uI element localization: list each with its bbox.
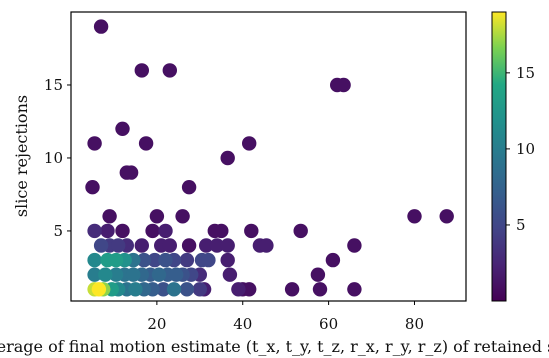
data-point [347, 282, 362, 297]
data-point [162, 238, 177, 253]
data-point [158, 252, 173, 268]
data-point [201, 252, 216, 268]
data-point [242, 136, 257, 151]
data-point [179, 282, 195, 297]
data-point [312, 282, 328, 297]
data-point [100, 223, 115, 239]
data-point [93, 238, 109, 253]
y-axis-ticks: 5 10 15 [44, 76, 71, 240]
data-point [199, 238, 214, 253]
plot-frame [70, 11, 467, 302]
data-point [87, 252, 102, 268]
data-point [85, 180, 100, 195]
data-point [259, 238, 274, 253]
y-tick-label: 5 [53, 222, 63, 240]
data-point [93, 19, 109, 34]
data-point [145, 223, 160, 239]
data-point [136, 252, 152, 268]
data-point [242, 282, 257, 297]
data-point [284, 282, 300, 297]
data-point [134, 63, 149, 78]
data-point [175, 209, 190, 224]
data-point [108, 252, 124, 268]
data-point [244, 223, 259, 239]
data-point [98, 267, 113, 282]
data-point [128, 282, 143, 297]
data-points [85, 19, 454, 297]
data-point [115, 121, 130, 136]
data-point [87, 267, 102, 282]
data-point [169, 267, 184, 282]
data-point [209, 238, 225, 253]
data-point [102, 209, 117, 224]
x-axis-label: verage of final motion estimate (t_x, t_… [0, 337, 549, 356]
y-axis-label: slice rejections [12, 95, 31, 217]
data-point [181, 180, 197, 195]
data-point [151, 267, 167, 282]
data-point [138, 136, 154, 151]
data-point [149, 209, 165, 224]
y-tick-label: 10 [44, 149, 63, 167]
data-point [407, 209, 422, 224]
x-tick-label: 60 [319, 315, 338, 333]
data-point [220, 150, 235, 166]
data-point [220, 238, 235, 253]
data-point [147, 252, 162, 268]
data-point [293, 223, 308, 239]
data-point [158, 223, 173, 239]
data-point [439, 209, 454, 224]
data-point [347, 238, 362, 253]
data-point [108, 267, 124, 282]
data-point [166, 282, 182, 297]
data-point [214, 223, 229, 239]
data-point [231, 282, 246, 297]
data-point [310, 267, 326, 282]
data-point [220, 252, 235, 268]
y-tick-label: 15 [44, 76, 63, 94]
data-point [123, 165, 139, 180]
colorbar-tick-label: 15 [516, 64, 535, 82]
data-point [222, 267, 238, 282]
data-point [126, 267, 141, 282]
data-point [115, 223, 130, 239]
colorbar-ticks: 5 10 15 [506, 64, 535, 234]
data-point [134, 238, 149, 253]
colorbar [491, 11, 507, 302]
data-point [87, 136, 102, 151]
data-point [156, 282, 171, 297]
data-point [179, 252, 195, 268]
data-point [162, 63, 177, 78]
colorbar-tick-label: 10 [516, 140, 535, 158]
data-point [111, 238, 126, 253]
x-tick-label: 80 [405, 315, 424, 333]
data-point [91, 282, 107, 297]
data-point [192, 282, 207, 297]
data-point [181, 238, 197, 253]
x-axis-ticks: 20 40 60 80 [147, 301, 424, 333]
data-point [87, 223, 102, 239]
colorbar-tick-label: 5 [516, 216, 526, 234]
data-point [336, 77, 351, 93]
data-point [325, 252, 341, 268]
x-tick-label: 20 [147, 315, 166, 333]
x-tick-label: 40 [233, 315, 252, 333]
